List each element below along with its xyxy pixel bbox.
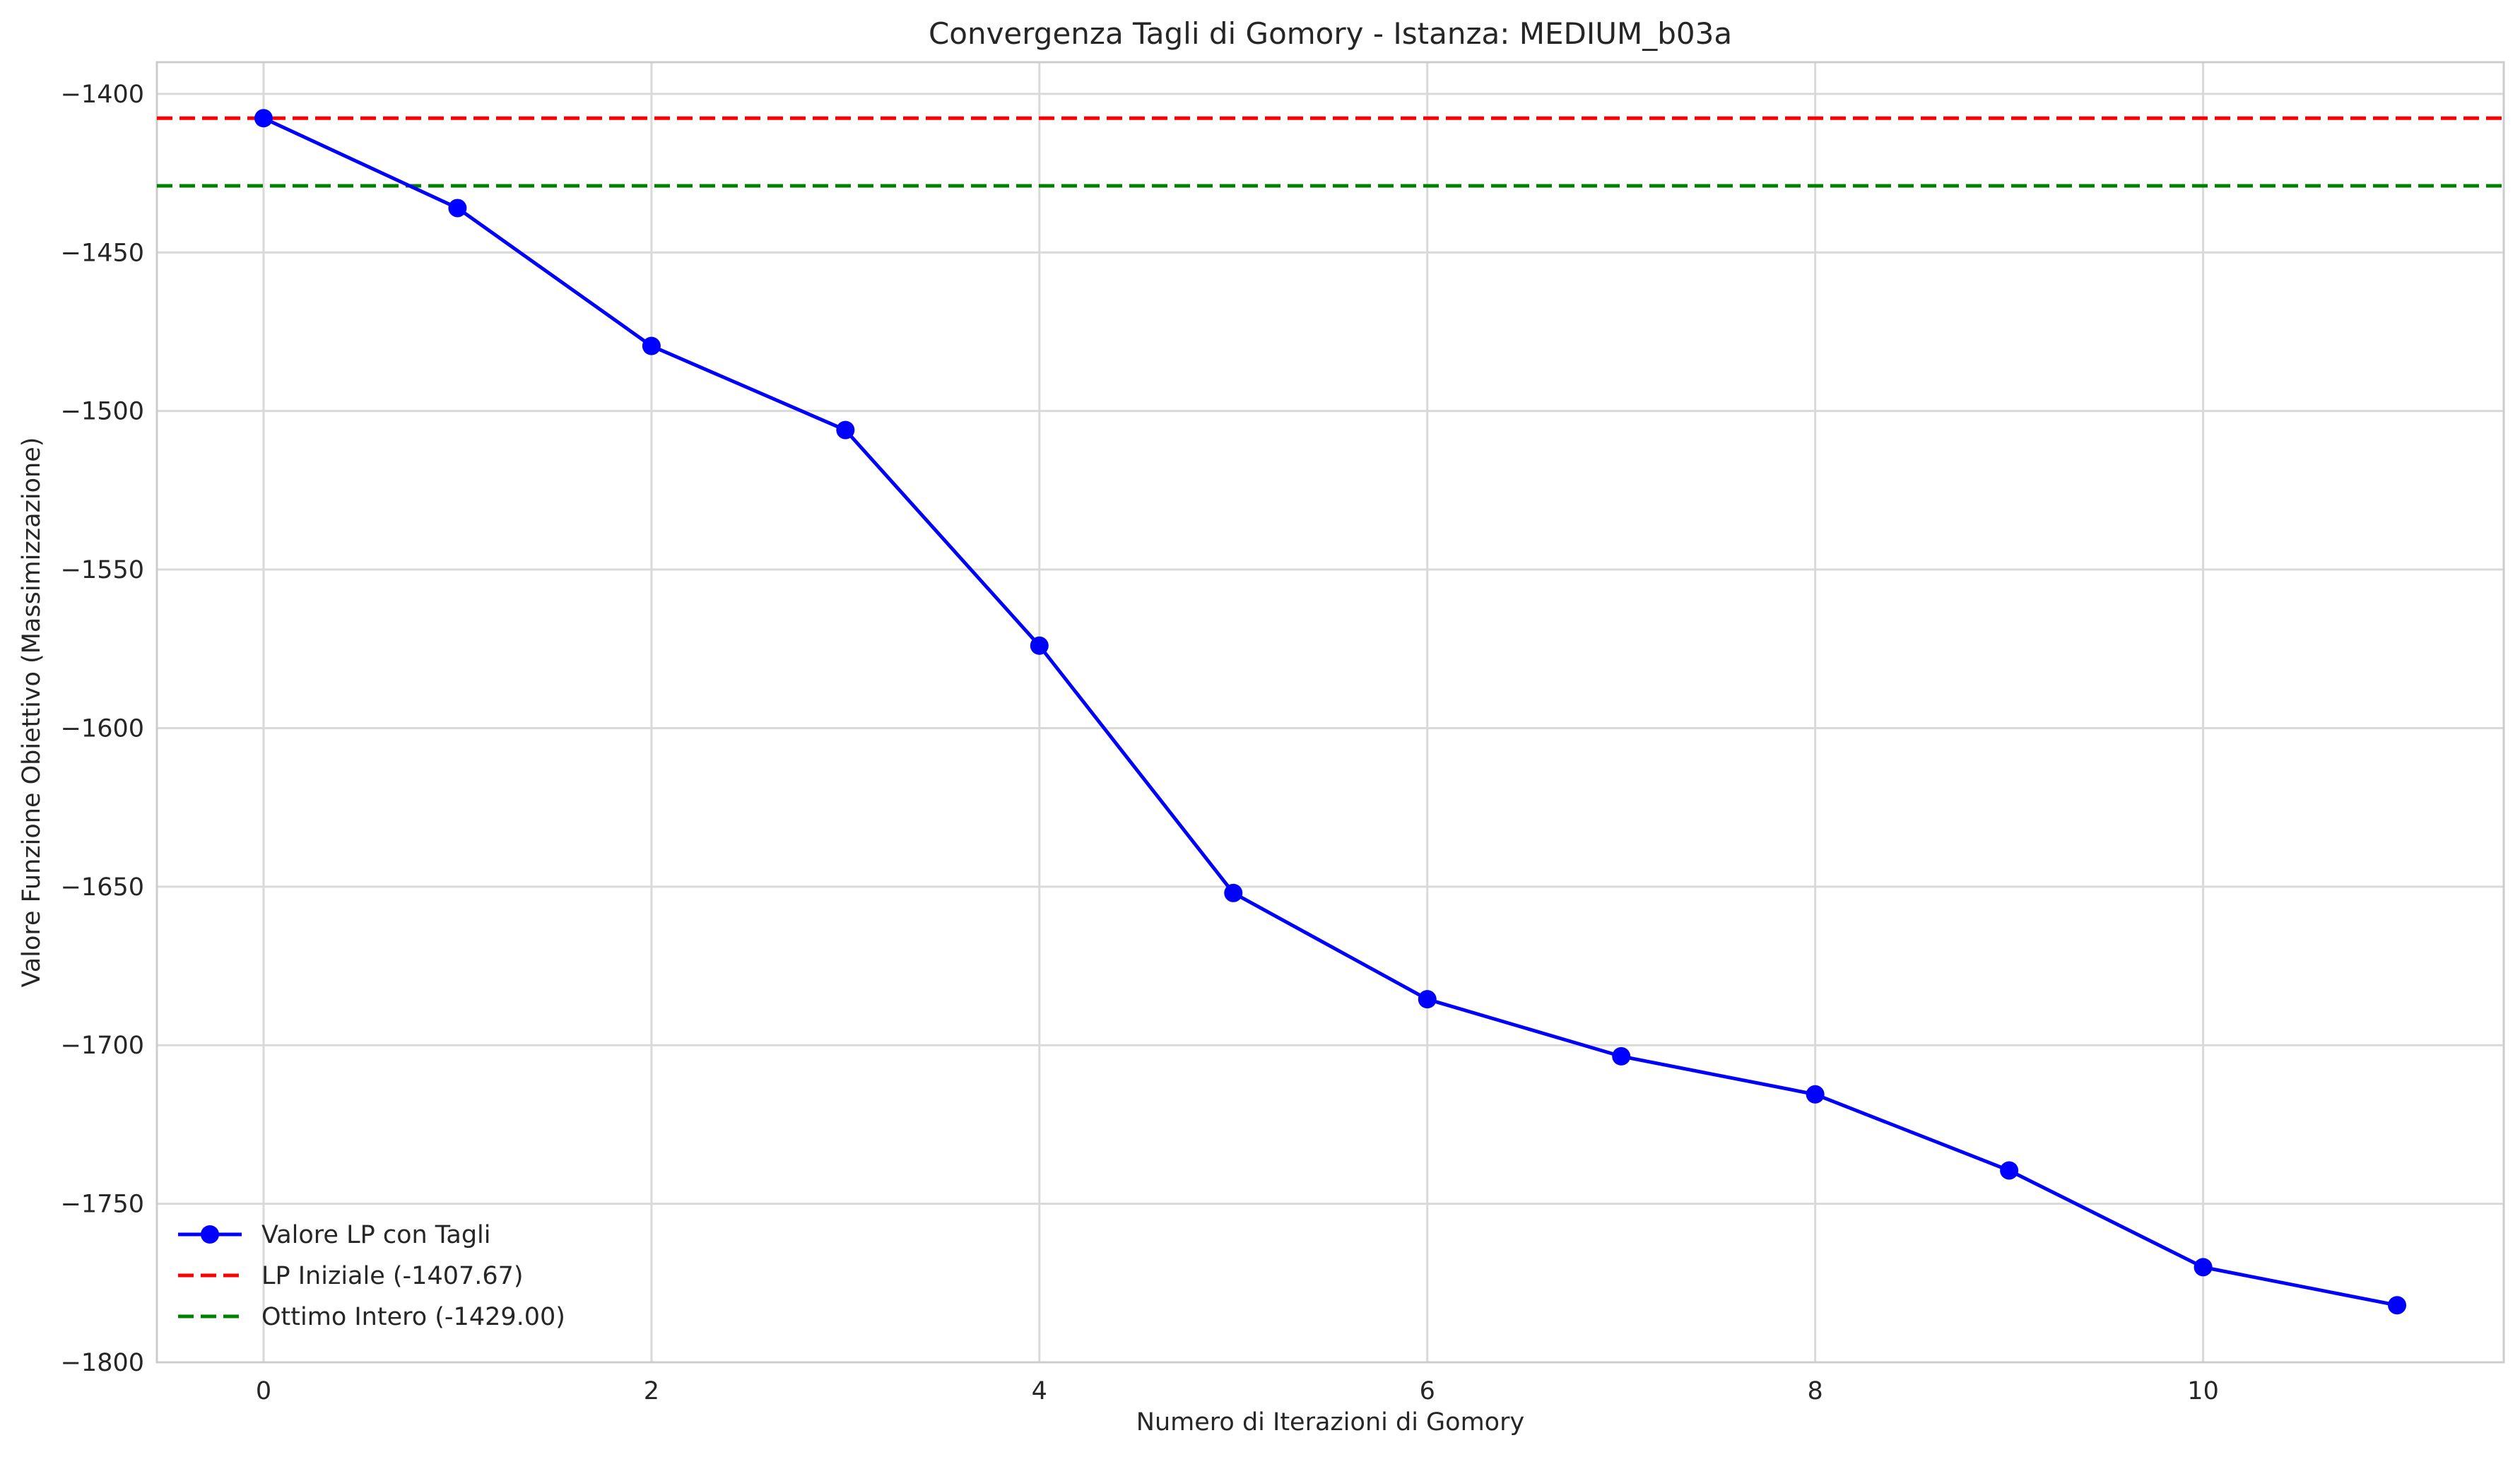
y-tick-labels: −1400 −1450 −1500 −1550 −1600 −1650 −1700 −1750… bbox=[61, 81, 144, 1377]
reference-lines bbox=[157, 116, 2504, 188]
data-point bbox=[1224, 883, 1243, 902]
data-point bbox=[1418, 990, 1437, 1009]
data-point bbox=[2194, 1258, 2213, 1277]
data-point bbox=[1030, 636, 1049, 655]
legend-swatch-marker bbox=[201, 1225, 219, 1244]
plot-area-frame bbox=[155, 61, 2505, 1364]
data-point bbox=[642, 336, 661, 355]
x-tick-label: 10 bbox=[2187, 1377, 2219, 1405]
y-tick-label: −1400 bbox=[61, 81, 144, 109]
data-point bbox=[1612, 1046, 1631, 1066]
data-point bbox=[254, 109, 273, 128]
y-axis-title: Valore Funzione Obiettivo (Massimizzazio… bbox=[18, 437, 46, 988]
y-tick-label: −1750 bbox=[61, 1191, 144, 1219]
data-point bbox=[2000, 1161, 2019, 1180]
y-tick-label: −1800 bbox=[61, 1349, 144, 1377]
data-point bbox=[1806, 1085, 1825, 1104]
data-point bbox=[2388, 1296, 2407, 1315]
chart-title: Convergenza Tagli di Gomory - Istanza: M… bbox=[929, 16, 1732, 51]
legend-label: LP Iniziale (-1407.67) bbox=[261, 1262, 524, 1290]
y-tick-label: −1550 bbox=[61, 556, 144, 584]
series bbox=[254, 109, 2407, 1315]
y-tick-label: −1600 bbox=[61, 714, 144, 743]
legend-label: Ottimo Intero (-1429.00) bbox=[261, 1303, 565, 1331]
y-tick-label: −1450 bbox=[61, 239, 144, 267]
y-tick-label: −1700 bbox=[61, 1032, 144, 1060]
x-tick-label: 2 bbox=[644, 1377, 659, 1405]
y-tick-label: −1500 bbox=[61, 398, 144, 426]
x-tick-label: 0 bbox=[256, 1377, 271, 1405]
y-tick-label: −1650 bbox=[61, 873, 144, 902]
data-point bbox=[836, 420, 855, 440]
grid bbox=[157, 62, 2504, 1364]
x-tick-label: 4 bbox=[1032, 1377, 1047, 1405]
legend-label: Valore LP con Tagli bbox=[261, 1221, 491, 1249]
data-point bbox=[448, 199, 467, 218]
x-tick-label: 6 bbox=[1420, 1377, 1435, 1405]
x-tick-label: 8 bbox=[1808, 1377, 1823, 1405]
x-tick-labels: 0 2 4 6 8 10 bbox=[256, 1377, 2219, 1405]
series-line bbox=[262, 117, 2398, 1307]
legend: Valore LP con Tagli LP Iniziale (-1407.67… bbox=[178, 1221, 565, 1331]
x-axis-title: Numero di Iterazioni di Gomory bbox=[1136, 1408, 1524, 1437]
